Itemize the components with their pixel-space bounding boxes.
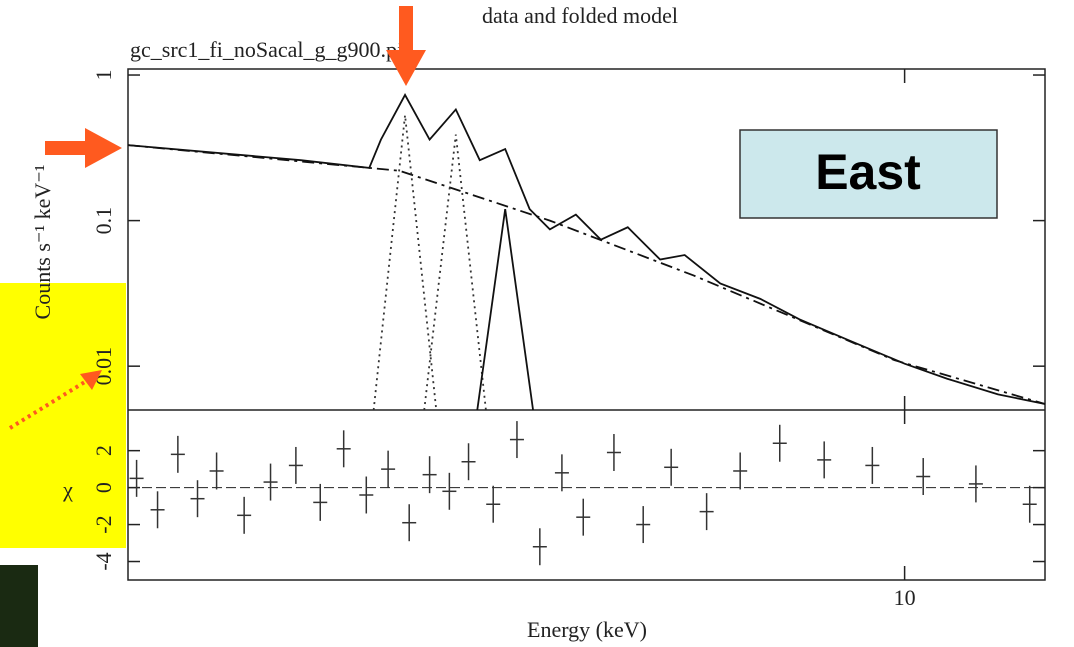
arrow-down-head [386,50,426,86]
y-tick-label: 0.1 [91,207,116,235]
y-tick-label: 1 [91,70,116,81]
y-axis-label: χ [62,477,73,502]
spectrum-line [127,93,1046,405]
y-tick-label: 2 [91,445,116,456]
spectrum-line [423,134,487,411]
arrow-right-head [85,128,122,168]
y-tick-label: -2 [91,515,116,533]
dotted-arrow [8,378,90,430]
x-axis-label: Energy (keV) [527,617,647,642]
arrows [45,6,426,168]
highlight-box [0,283,126,548]
spectrum-line [476,208,534,411]
arrow-down-shaft [399,6,413,52]
x-tick-label: 10 [894,585,916,610]
spectrum-line [127,144,1046,405]
arrow-right-shaft [45,141,87,155]
chart-subtitle: gc_src1_fi_noSacal_g_g900.pi [130,37,403,62]
dotted-arrow-head [80,370,102,390]
y-axis-label: Counts s⁻¹ keV⁻¹ [30,165,55,320]
label-box [739,129,998,219]
thumbnail-image [0,565,38,647]
chart-title: data and folded model [482,3,678,28]
y-tick-label: 0 [91,482,116,493]
label-box-text: East [815,144,921,200]
y-tick-label: -4 [91,552,116,570]
